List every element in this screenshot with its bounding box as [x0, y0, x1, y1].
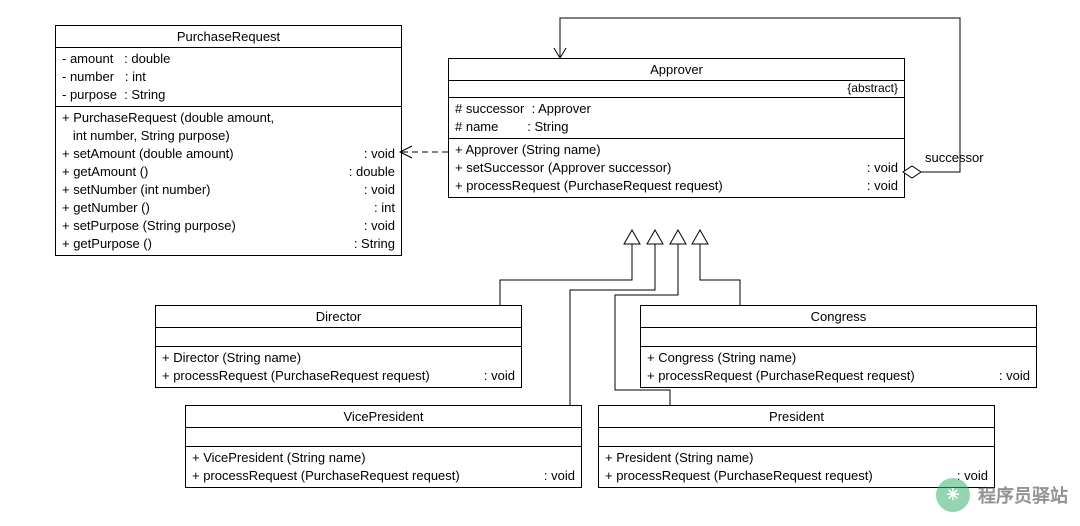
operation: + VicePresident (String name) [192, 449, 575, 467]
class-director: Director + Director (String name)+ proces… [155, 305, 522, 388]
operations-section: + VicePresident (String name)+ processRe… [186, 447, 581, 487]
watermark: ✳ 程序员驿站 [936, 478, 1068, 512]
class-title: Congress [641, 306, 1036, 328]
operations-section: + Director (String name)+ processRequest… [156, 347, 521, 387]
operation: + Director (String name) [162, 349, 515, 367]
operation: + processRequest (PurchaseRequest reques… [455, 177, 898, 195]
class-title: President [599, 406, 994, 428]
operation: + Congress (String name) [647, 349, 1030, 367]
class-president: President + President (String name)+ proc… [598, 405, 995, 488]
operation: + Approver (String name) [455, 141, 898, 159]
class-purchase-request: PurchaseRequest- amount : double- number… [55, 25, 402, 256]
class-title: VicePresident [186, 406, 581, 428]
operation: + processRequest (PurchaseRequest reques… [647, 367, 1030, 385]
operations-section: + Congress (String name)+ processRequest… [641, 347, 1036, 387]
class-title: Director [156, 306, 521, 328]
class-title: Approver [449, 59, 904, 81]
attributes-section: - amount : double- number : int- purpose… [56, 48, 401, 107]
operation: + setAmount (double amount): void [62, 145, 395, 163]
attribute: - purpose : String [62, 86, 395, 104]
operation: + setSuccessor (Approver successor): voi… [455, 159, 898, 177]
operations-section: + Approver (String name)+ setSuccessor (… [449, 139, 904, 197]
attributes-section [186, 428, 581, 447]
attributes-section [156, 328, 521, 347]
operation: + getAmount (): double [62, 163, 395, 181]
attribute: # name : String [455, 118, 898, 136]
svg-text:successor: successor [925, 150, 984, 165]
operations-section: + President (String name)+ processReques… [599, 447, 994, 487]
attributes-section [641, 328, 1036, 347]
attributes-section [599, 428, 994, 447]
class-approver: Approver{abstract}# successor : Approver… [448, 58, 905, 198]
operations-section: + PurchaseRequest (double amount, int nu… [56, 107, 401, 255]
attribute: - number : int [62, 68, 395, 86]
attributes-section: # successor : Approver# name : String [449, 98, 904, 139]
operation: + getPurpose (): String [62, 235, 395, 253]
class-vice-president: VicePresident + VicePresident (String nam… [185, 405, 582, 488]
watermark-icon: ✳ [936, 478, 970, 512]
watermark-text: 程序员驿站 [978, 482, 1068, 508]
operation: + President (String name) [605, 449, 988, 467]
class-congress: Congress + Congress (String name)+ proces… [640, 305, 1037, 388]
operation: + processRequest (PurchaseRequest reques… [192, 467, 575, 485]
class-stereotype: {abstract} [449, 81, 904, 98]
operation: + PurchaseRequest (double amount, int nu… [62, 109, 395, 145]
operation: + getNumber (): int [62, 199, 395, 217]
operation: + processRequest (PurchaseRequest reques… [162, 367, 515, 385]
attribute: # successor : Approver [455, 100, 898, 118]
attribute: - amount : double [62, 50, 395, 68]
operation: + setNumber (int number): void [62, 181, 395, 199]
operation: + processRequest (PurchaseRequest reques… [605, 467, 988, 485]
class-title: PurchaseRequest [56, 26, 401, 48]
operation: + setPurpose (String purpose): void [62, 217, 395, 235]
